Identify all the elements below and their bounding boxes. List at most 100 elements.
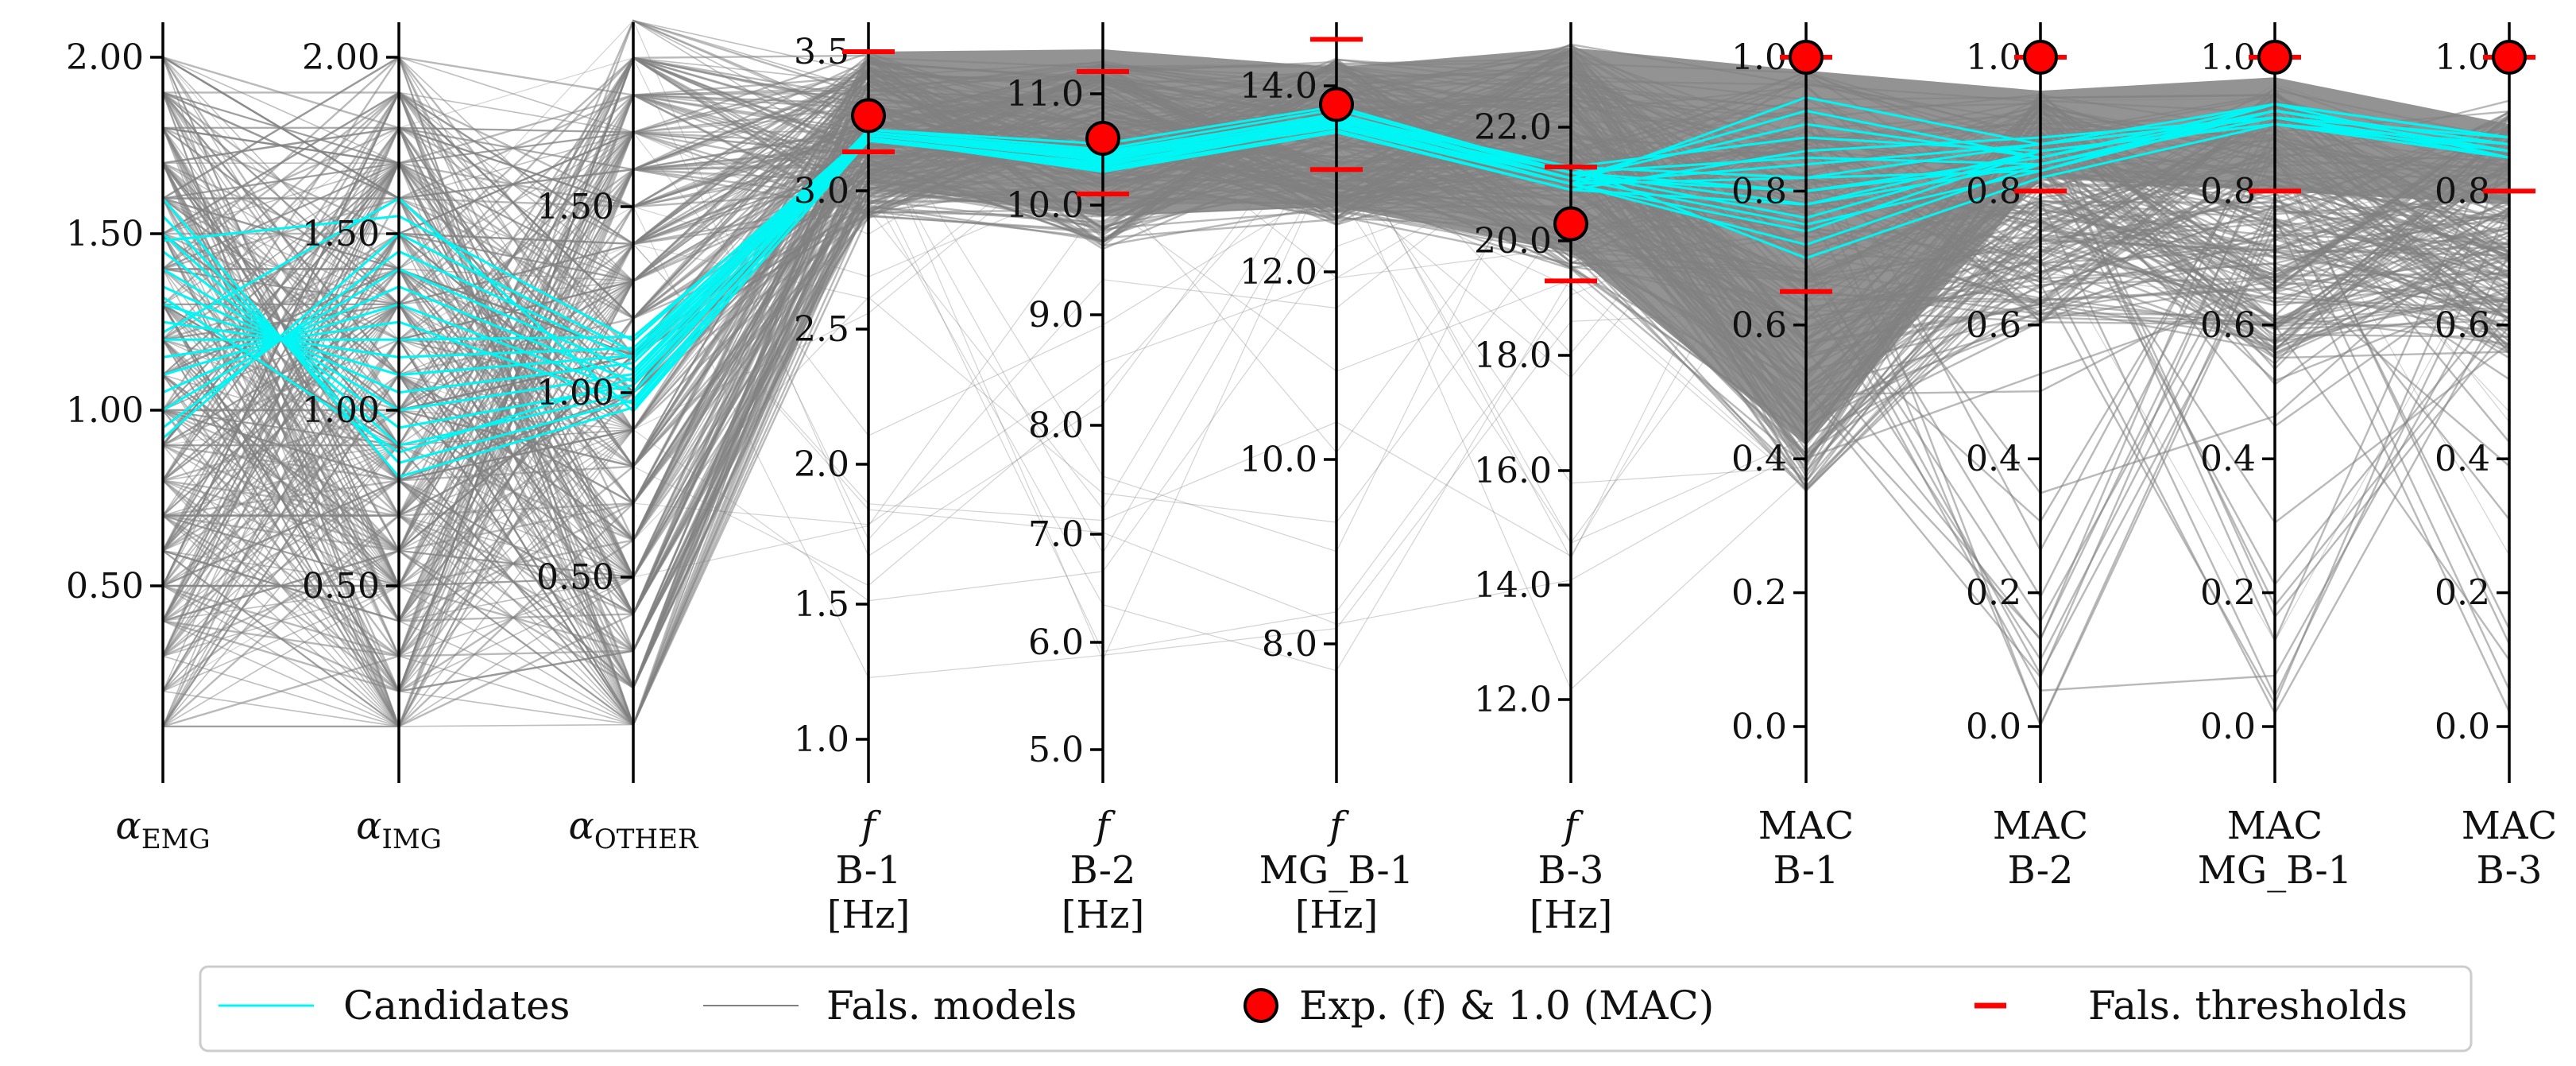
falsified-model-line: [398, 91, 634, 430]
falsified-model-line: [162, 198, 400, 727]
falsified-model-line: [398, 131, 634, 164]
falsified-model-line: [398, 91, 634, 134]
tick-label: 0.6: [1966, 305, 2021, 346]
tick-label: 0.6: [2200, 305, 2256, 346]
tick-label: 1.0: [794, 719, 849, 760]
axis-label-line: MG_B-1: [1259, 848, 1414, 893]
tick-label: 3.0: [794, 171, 849, 211]
tick-label: 0.50: [536, 557, 614, 598]
falsified-model-line: [398, 127, 634, 725]
axis-a_other: 0.50 1.00 1.50 αOTHER: [536, 22, 699, 855]
falsified-model-line: [632, 163, 869, 652]
tick-label: 1.5: [794, 584, 849, 625]
falsified-model-line: [162, 374, 400, 727]
falsified-model-line: [632, 95, 869, 282]
falsified-model-line: [398, 304, 634, 431]
experimental-marker: [1319, 87, 1354, 122]
tick-label: 0.8: [2435, 171, 2490, 211]
falsified-model-line: [398, 479, 634, 726]
tick-label: 1.0: [2200, 37, 2256, 78]
falsified-model-line: [398, 515, 634, 726]
axis-label-line: [Hz]: [1062, 893, 1145, 937]
falsified-model-line: [162, 550, 400, 727]
falsified-model-line: [632, 131, 869, 157]
falsified-model-line: [398, 620, 634, 726]
falsified-model-line: [632, 167, 869, 614]
falsified-model-line: [632, 94, 869, 104]
falsified-model-line: [632, 170, 869, 725]
falsified-model-line: [398, 132, 634, 657]
tick-label: 20.0: [1474, 221, 1552, 262]
tick-label: 0.50: [302, 566, 380, 607]
axis-a_emg: 0.50 1.00 1.50 2.00 αEMG: [66, 22, 211, 855]
tick-label: 1.50: [536, 187, 614, 227]
tick-label: 10.0: [1006, 185, 1084, 226]
falsified-model-line: [398, 576, 634, 692]
legend-swatch-experimental: [1244, 988, 1278, 1023]
falsified-model-line: [632, 127, 869, 245]
falsified-model-line: [398, 428, 634, 622]
axes-layer: 0.50 1.00 1.50 2.00 αEMG 0.50 1.00 1.50 2.00 αIMG…: [66, 22, 2557, 937]
falsified-model-line: [162, 585, 400, 727]
tick-label: 1.00: [66, 390, 144, 431]
falsified-model-line: [398, 304, 634, 578]
falsified-model-line: [632, 20, 869, 74]
falsified-model-line: [398, 428, 634, 552]
falsified-model-line: [398, 127, 634, 134]
falsified-model-line: [162, 127, 400, 446]
falsified-model-line: [398, 56, 634, 578]
falsified-model-line: [398, 268, 634, 282]
falsified-model-line: [398, 374, 634, 726]
falsified-model-line: [398, 92, 634, 725]
tick-label: 7.0: [1028, 514, 1084, 555]
falsified-model-line: [632, 124, 869, 320]
tick-label: 1.50: [302, 214, 380, 254]
axis-label-line: [Hz]: [827, 893, 911, 937]
axis-label: MAC: [2462, 804, 2558, 848]
falsified-model-line: [398, 576, 634, 727]
tick-label: 0.0: [1966, 707, 2021, 747]
falsified-model-line: [398, 131, 634, 411]
tick-label: 1.0: [1731, 37, 1787, 78]
falsified-model-line: [398, 197, 634, 282]
axis-label: αIMG: [356, 804, 442, 855]
legend-label: Fals. models: [826, 983, 1077, 1029]
falsified-model-line: [162, 444, 400, 727]
experimental-marker: [851, 98, 886, 134]
axis-label-line: MG_B-1: [2198, 848, 2352, 893]
falsified-model-line: [398, 585, 634, 726]
axis-f_b3: 12.014.016.018.020.022.0fB-3[Hz]: [1474, 22, 1612, 937]
axis-label-line: [Hz]: [1530, 893, 1613, 937]
falsified-model-line: [398, 576, 634, 622]
falsified-model-line: [162, 92, 400, 727]
falsified-model-line: [632, 139, 869, 688]
falsified-model-line: [162, 127, 400, 164]
tick-label: 0.2: [2200, 573, 2256, 614]
experimental-marker: [2023, 40, 2058, 75]
legend-label: Candidates: [343, 983, 570, 1029]
falsified-model-line: [162, 56, 400, 305]
falsified-model-line: [398, 162, 634, 282]
falsified-model-line: [398, 91, 634, 282]
falsified-model-line: [398, 428, 634, 482]
falsified-model-line: [398, 576, 634, 657]
tick-label: 9.0: [1028, 295, 1084, 335]
tick-label: 0.2: [1966, 573, 2021, 614]
falsified-model-line: [398, 550, 634, 726]
falsified-model-line: [398, 127, 634, 282]
falsified-model-line: [398, 514, 634, 578]
falsified-model-line: [632, 111, 869, 207]
falsified-model-line: [398, 233, 634, 431]
falsified-model-line: [398, 723, 634, 727]
tick-label: 1.00: [302, 390, 380, 431]
falsified-model-line: [398, 131, 634, 305]
falsified-model-line: [398, 56, 634, 134]
falsified-model-line: [632, 152, 869, 170]
falsified-model-line: [398, 162, 634, 578]
falsified-model-line: [398, 576, 634, 587]
falsified-model-line: [632, 145, 869, 170]
